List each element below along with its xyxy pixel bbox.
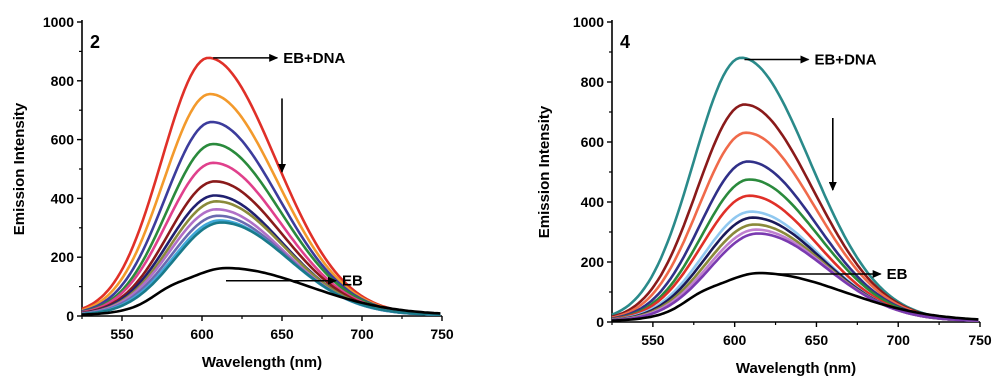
chart-panel-4: 0 200 400 600 800 1000 550 600 650 700 750 Waveleng… bbox=[536, 14, 992, 377]
annotation-label: EB bbox=[342, 273, 363, 290]
y-tick-label: 800 bbox=[581, 74, 605, 90]
y-axis-label: Emission Intensity bbox=[536, 105, 553, 238]
series-line-12 bbox=[81, 266, 441, 316]
x-tick-label: 550 bbox=[110, 326, 134, 342]
y-tick-label: 400 bbox=[581, 194, 605, 210]
chart-panel-2: 0 200 400 600 800 1000 550 600 650 700 750 Waveleng… bbox=[11, 14, 454, 371]
y-tick-label: 0 bbox=[66, 308, 74, 324]
x-axis-label: Wavelength (nm) bbox=[736, 360, 856, 377]
y-tick-label: 1000 bbox=[43, 14, 74, 30]
annotation-label: EB+DNA bbox=[814, 52, 876, 69]
panel-label: 2 bbox=[90, 32, 100, 52]
y-tick-label: 600 bbox=[51, 132, 75, 148]
annotation-label: EB+DNA bbox=[283, 50, 345, 67]
x-tick-label: 700 bbox=[887, 332, 911, 348]
x-tick-label: 650 bbox=[805, 332, 829, 348]
panel-label: 4 bbox=[620, 32, 630, 52]
annotation-label: EB bbox=[887, 266, 908, 283]
x-tick-label: 650 bbox=[270, 326, 294, 342]
series-line-10 bbox=[611, 232, 979, 322]
x-tick-label: 750 bbox=[968, 332, 992, 348]
x-tick-label: 600 bbox=[723, 332, 747, 348]
series-line-11 bbox=[611, 271, 979, 322]
x-tick-label: 550 bbox=[641, 332, 665, 348]
y-tick-label: 600 bbox=[581, 134, 605, 150]
series-line-0 bbox=[611, 56, 979, 322]
x-tick-label: 700 bbox=[350, 326, 374, 342]
series-line-11 bbox=[81, 221, 441, 316]
y-tick-label: 1000 bbox=[573, 14, 604, 30]
y-tick-label: 200 bbox=[581, 254, 605, 270]
y-tick-label: 200 bbox=[51, 249, 75, 265]
y-tick-label: 0 bbox=[596, 314, 604, 330]
x-axis-label: Wavelength (nm) bbox=[202, 354, 322, 371]
x-tick-label: 600 bbox=[190, 326, 214, 342]
y-axis-label: Emission Intensity bbox=[11, 102, 28, 235]
y-tick-label: 800 bbox=[51, 73, 75, 89]
x-tick-label: 750 bbox=[430, 326, 454, 342]
y-tick-label: 400 bbox=[51, 190, 75, 206]
